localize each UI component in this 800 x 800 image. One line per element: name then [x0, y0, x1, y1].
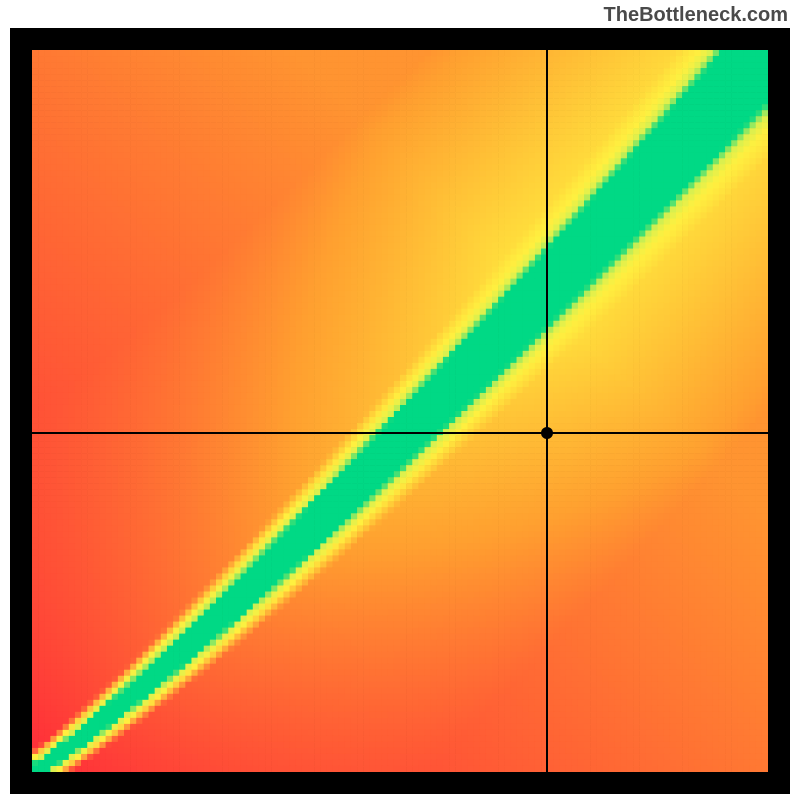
plot-area: [32, 50, 768, 772]
heatmap-canvas: [32, 50, 768, 772]
crosshair-horizontal: [32, 432, 768, 434]
crosshair-vertical: [546, 50, 548, 772]
watermark-text: TheBottleneck.com: [604, 4, 788, 27]
plot-frame: [10, 28, 790, 794]
crosshair-marker: [541, 427, 553, 439]
